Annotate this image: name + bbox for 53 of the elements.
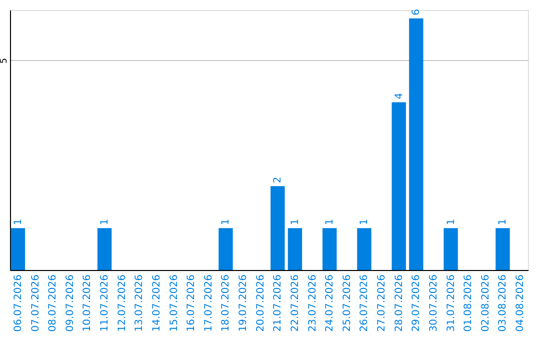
x-tick-label: 18.07.2026 <box>220 274 232 332</box>
bar <box>10 228 26 270</box>
bar <box>496 228 510 270</box>
bar <box>444 228 458 270</box>
x-tick-label: 11.07.2026 <box>100 274 111 332</box>
bar <box>270 186 285 270</box>
data-label: 4 <box>394 92 405 100</box>
x-tick-label: 16.07.2026 <box>186 274 198 332</box>
x-tick-label: 12.07.2026 <box>116 274 128 332</box>
data-label: 1 <box>324 218 336 226</box>
bar <box>322 228 337 270</box>
x-tick-label: 21.07.2026 <box>272 274 284 332</box>
x-tick-label: 24.07.2026 <box>324 274 336 332</box>
bar <box>392 102 406 270</box>
x-tick-label: 08.07.2026 <box>48 274 59 332</box>
bar <box>409 18 424 270</box>
bar <box>288 228 302 270</box>
data-label: 1 <box>498 218 509 226</box>
x-tick-label: 14.07.2026 <box>151 274 162 332</box>
bar <box>218 228 233 270</box>
bar <box>357 228 372 270</box>
x-tick-label: 29.07.2026 <box>411 274 422 332</box>
x-tick-label: 15.07.2026 <box>168 274 180 332</box>
x-tick-label: 30.07.2026 <box>428 274 440 332</box>
data-label: 1 <box>359 218 370 226</box>
x-tick-label: 27.07.2026 <box>376 274 388 332</box>
data-label: 1 <box>446 218 457 226</box>
data-label: 1 <box>100 218 111 226</box>
x-tick-label: 03.08.2026 <box>498 274 509 332</box>
x-tick-label: 10.07.2026 <box>82 274 94 332</box>
x-tick-label: 17.07.2026 <box>203 274 214 332</box>
x-tick-label: 01.08.2026 <box>463 274 474 332</box>
x-tick-label: 06.07.2026 <box>12 274 24 332</box>
data-label: 6 <box>411 9 422 16</box>
x-tick-label: 19.07.2026 <box>238 274 250 332</box>
x-tick-label: 23.07.2026 <box>307 274 318 332</box>
x-tick-label: 28.07.2026 <box>394 274 405 332</box>
data-label: 1 <box>220 218 232 226</box>
x-tick-label: 25.07.2026 <box>342 274 353 332</box>
data-label: 1 <box>290 218 301 226</box>
x-tick-label: 22.07.2026 <box>290 274 301 332</box>
x-tick-label: 04.08.2026 <box>515 274 526 332</box>
data-label: 1 <box>12 218 24 226</box>
x-tick-label: 20.07.2026 <box>255 274 266 332</box>
y-tick-label: 5 <box>0 58 10 64</box>
x-tick-label: 13.07.2026 <box>134 274 146 332</box>
x-tick-label: 26.07.2026 <box>359 274 370 332</box>
x-tick-label: 31.07.2026 <box>446 274 457 332</box>
bar <box>97 228 112 270</box>
x-tick-label: 02.08.2026 <box>480 274 492 332</box>
data-label: 2 <box>272 176 284 184</box>
x-tick-label: 09.07.2026 <box>64 274 76 332</box>
x-tick-label: 07.07.2026 <box>30 274 42 332</box>
